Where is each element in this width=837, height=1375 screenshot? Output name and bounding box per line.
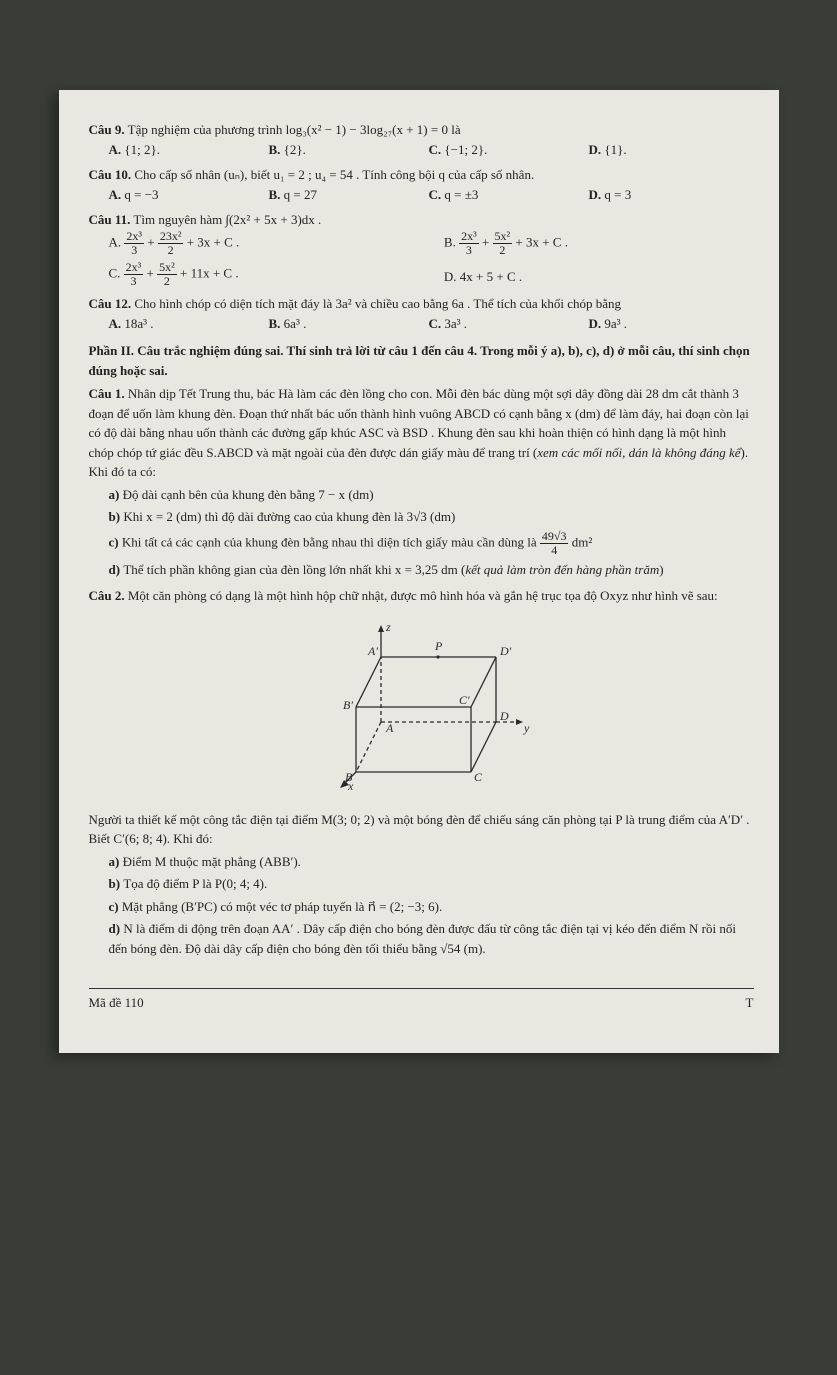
lbl-x: x [347,779,354,792]
lbl-Bp: B′ [343,698,353,712]
q11-label: Câu 11. [89,212,131,227]
q11-opt-b: B. 2x³3 + 5x²2 + 3x + C . [444,230,754,257]
q10-text: Cho cấp số nhân (uₙ), biết u₁ = 2 ; u₄ =… [134,167,534,182]
lbl-C: C [474,770,483,784]
q12-opt-b: B. 6a³ . [269,314,419,334]
q9-opt-a: A. {1; 2}. [109,140,259,160]
q11-opt-d: D. 4x + 5 + C . [444,267,754,287]
c2-p2: Người ta thiết kế một công tắc điện tại … [89,810,754,849]
lbl-D: D [499,709,509,723]
lbl-y: y [523,721,530,735]
q12-opt-c: C. 3a³ . [429,314,579,334]
cau-1: Câu 1. Nhân dịp Tết Trung thu, bác Hà là… [89,384,754,579]
c1-italic: xem các mối nối, dán là không đáng kể [537,445,740,460]
lbl-P: P [434,639,443,653]
c1-label: Câu 1. [89,386,125,401]
lbl-z: z [385,620,391,634]
q9-opt-b: B. {2}. [269,140,419,160]
c2-d: d) N là điểm di động trên đoạn AA′ . Dây… [109,919,754,958]
q11-text: Tìm nguyên hàm ∫(2x² + 5x + 3)dx . [133,212,321,227]
box-figure: A′ P D′ B′ C′ A D B C z y x [89,617,754,798]
q12-opt-d: D. 9a³ . [589,314,739,334]
box-svg: A′ P D′ B′ C′ A D B C z y x [301,617,541,792]
c2-label: Câu 2. [89,588,125,603]
q10-opt-b: B. q = 27 [269,185,419,205]
q12-text: Cho hình chóp có diện tích mặt đáy là 3a… [134,296,621,311]
question-11: Câu 11. Tìm nguyên hàm ∫(2x² + 5x + 3)dx… [89,210,754,288]
q11-col-right: B. 2x³3 + 5x²2 + 3x + C . D. 4x + 5 + C … [444,230,754,289]
c2-a: a) Điểm M thuộc mặt phẳng (ABB′). [109,852,754,872]
q11-col-left: A. 2x³3 + 23x²2 + 3x + C . C. 2x³3 + 5x²… [109,230,419,289]
q10-opt-d: D. q = 3 [589,185,739,205]
q11-options: A. 2x³3 + 23x²2 + 3x + C . C. 2x³3 + 5x²… [109,230,754,289]
footer-right: T [746,993,754,1013]
q9-options: A. {1; 2}. B. {2}. C. {−1; 2}. D. {1}. [109,140,744,160]
c1-d: d) Thể tích phần không gian của đèn lồng… [109,560,754,580]
c1-b: b) Khi x = 2 (dm) thì độ dài đường cao c… [109,507,754,527]
q9-opt-c: C. {−1; 2}. [429,140,579,160]
part2-header: Phần II. Câu trắc nghiệm đúng sai. Thí s… [89,341,754,380]
question-12: Câu 12. Cho hình chóp có diện tích mặt đ… [89,294,754,333]
question-10: Câu 10. Cho cấp số nhân (uₙ), biết u₁ = … [89,165,754,204]
lbl-A: A [385,721,394,735]
q10-opt-a: A. q = −3 [109,185,259,205]
q9-text: Tập nghiệm của phương trình log₃(x² − 1)… [128,122,461,137]
lbl-Ap: A′ [367,644,378,658]
q10-opt-c: C. q = ±3 [429,185,579,205]
page-footer: Mã đề 110 T [89,988,754,1013]
c2-c: c) Mặt phẳng (B′PC) có một véc tơ pháp t… [109,897,754,917]
cau-2: Câu 2. Một căn phòng có dạng là một hình… [89,586,754,959]
exam-page: Câu 9. Tập nghiệm của phương trình log₃(… [59,90,779,1053]
q11-opt-a: A. 2x³3 + 23x²2 + 3x + C . [109,230,419,257]
lbl-Cp: C′ [459,693,470,707]
q9-opt-d: D. {1}. [589,140,739,160]
c1-c: c) Khi tất cả các cạnh của khung đèn bằn… [109,530,754,557]
q11-opt-c: C. 2x³3 + 5x²2 + 11x + C . [109,261,419,288]
c1-a: a) Độ dài cạnh bên của khung đèn bằng 7 … [109,485,754,505]
q12-opt-a: A. 18a³ . [109,314,259,334]
q9-label: Câu 9. [89,122,125,137]
q10-label: Câu 10. [89,167,132,182]
question-9: Câu 9. Tập nghiệm của phương trình log₃(… [89,120,754,159]
q12-label: Câu 12. [89,296,132,311]
footer-left: Mã đề 110 [89,993,144,1013]
q10-options: A. q = −3 B. q = 27 C. q = ±3 D. q = 3 [109,185,744,205]
c2-p1: Một căn phòng có dạng là một hình hộp ch… [128,588,718,603]
c2-b: b) Tọa độ điểm P là P(0; 4; 4). [109,874,754,894]
q12-options: A. 18a³ . B. 6a³ . C. 3a³ . D. 9a³ . [109,314,744,334]
lbl-Dp: D′ [499,644,512,658]
